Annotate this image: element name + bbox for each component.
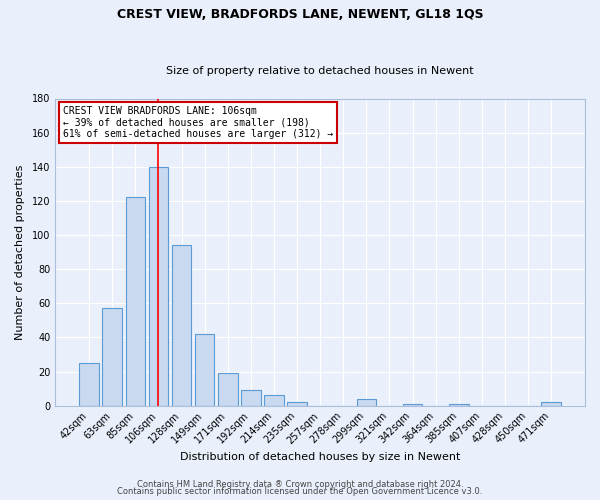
Bar xyxy=(149,167,169,406)
Bar xyxy=(541,402,561,406)
Y-axis label: Number of detached properties: Number of detached properties xyxy=(15,164,25,340)
Bar xyxy=(287,402,307,406)
Bar xyxy=(218,374,238,406)
Text: CREST VIEW, BRADFORDS LANE, NEWENT, GL18 1QS: CREST VIEW, BRADFORDS LANE, NEWENT, GL18… xyxy=(116,8,484,20)
Bar xyxy=(264,396,284,406)
Text: Contains public sector information licensed under the Open Government Licence v3: Contains public sector information licen… xyxy=(118,487,482,496)
Bar xyxy=(449,404,469,406)
Text: Contains HM Land Registry data ® Crown copyright and database right 2024.: Contains HM Land Registry data ® Crown c… xyxy=(137,480,463,489)
Bar xyxy=(172,246,191,406)
Bar xyxy=(195,334,214,406)
X-axis label: Distribution of detached houses by size in Newent: Distribution of detached houses by size … xyxy=(180,452,460,462)
Text: CREST VIEW BRADFORDS LANE: 106sqm
← 39% of detached houses are smaller (198)
61%: CREST VIEW BRADFORDS LANE: 106sqm ← 39% … xyxy=(63,106,334,140)
Title: Size of property relative to detached houses in Newent: Size of property relative to detached ho… xyxy=(166,66,474,76)
Bar xyxy=(125,198,145,406)
Bar xyxy=(79,363,99,406)
Bar xyxy=(241,390,260,406)
Bar xyxy=(403,404,422,406)
Bar xyxy=(356,399,376,406)
Bar xyxy=(103,308,122,406)
